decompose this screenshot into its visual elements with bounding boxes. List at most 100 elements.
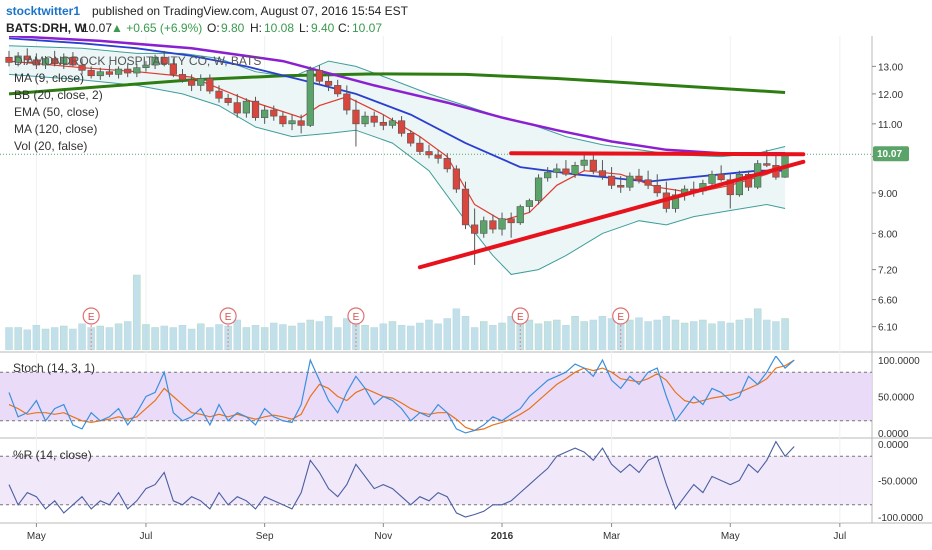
quote-symbol: BATS:DRH, W	[6, 21, 86, 35]
candle-body	[461, 188, 470, 226]
candle-body	[96, 71, 104, 77]
williams-r-label[interactable]: %R (14, close)	[13, 448, 92, 462]
stoch-label[interactable]: Stoch (14, 3, 1)	[13, 361, 95, 375]
candle-body	[188, 79, 196, 86]
quote-h-label: H:	[250, 21, 262, 35]
legend-ma120[interactable]: MA (120, close)	[14, 122, 97, 136]
volume-bar	[388, 321, 397, 350]
volume-bar	[206, 327, 214, 350]
candle-body	[297, 120, 305, 126]
candle	[626, 172, 634, 191]
candle	[51, 50, 59, 67]
candle-body	[288, 120, 296, 125]
candle-body	[352, 109, 360, 125]
candle-body	[443, 158, 451, 170]
candle-body	[87, 70, 95, 77]
time-axis[interactable]: MayJulSepNov2016MarMayJulSep	[27, 523, 932, 542]
candle-body	[617, 185, 625, 188]
candlesticks	[5, 48, 789, 265]
candle-body	[489, 220, 497, 230]
candle	[379, 114, 387, 131]
candle	[361, 111, 369, 127]
earnings-marker-label: E	[617, 312, 624, 323]
candle-body	[425, 151, 433, 156]
volume-bar	[534, 323, 543, 350]
candle	[717, 165, 725, 182]
candle-body	[334, 85, 342, 95]
candle	[370, 111, 378, 127]
candle	[407, 130, 415, 147]
volume-bar	[644, 321, 652, 350]
legend-vol[interactable]: Vol (20, false)	[14, 139, 87, 153]
candle-body	[726, 179, 734, 196]
candle	[315, 65, 324, 86]
williams-r-tick-label: -100.0000	[878, 513, 923, 524]
candle	[480, 216, 488, 238]
earnings-marker[interactable]: E	[219, 307, 237, 350]
candle	[352, 99, 360, 147]
grid	[35, 36, 841, 523]
candle-body	[644, 179, 652, 186]
quote-low: 9.40	[311, 21, 335, 35]
earnings-marker[interactable]: E	[347, 307, 365, 350]
price-tick-label: 12.00	[878, 90, 903, 101]
williams-r-band	[0, 456, 872, 505]
volume-bar	[781, 318, 789, 350]
volume-bar	[151, 327, 159, 350]
earnings-marker[interactable]: E	[612, 307, 630, 350]
candle	[498, 212, 506, 236]
candle	[133, 63, 141, 78]
ma-long-line	[8, 72, 786, 96]
volume-bar	[306, 319, 315, 350]
candle-body	[434, 154, 442, 159]
trendlines[interactable]	[417, 151, 806, 270]
volume-bar	[525, 319, 534, 350]
candle	[96, 67, 104, 80]
header-author[interactable]: stocktwitter1	[6, 4, 80, 18]
legend-ema50[interactable]: EMA (50, close)	[14, 105, 99, 119]
candle	[544, 167, 552, 182]
bollinger-fill	[9, 45, 786, 275]
quote-open: 9.80	[221, 21, 245, 35]
legend-title: DIAMONDROCK HOSPITALITY CO, W, BATS	[14, 54, 261, 68]
candle-body	[224, 97, 232, 103]
volume-bar	[589, 319, 598, 350]
williams-r-tick-label: 0.0000	[878, 440, 909, 451]
volume-bar	[461, 316, 470, 350]
candle	[32, 53, 40, 70]
quote-l-label: L:	[299, 21, 309, 35]
trendline[interactable]	[509, 151, 806, 157]
candle-body	[324, 80, 333, 86]
candle-body	[653, 185, 661, 194]
volume-bar	[653, 319, 661, 350]
volume-bar	[60, 325, 68, 350]
last-price-badge: 10.07	[873, 146, 909, 162]
volume-bar	[260, 327, 269, 350]
volume-bar	[215, 324, 223, 350]
volume-bar	[315, 321, 324, 350]
candle	[735, 170, 743, 197]
volume-bar	[69, 328, 77, 350]
price-tick-label: 8.00	[878, 229, 898, 240]
trendline[interactable]	[417, 159, 806, 270]
volume-bar	[425, 319, 433, 350]
candle-body	[763, 163, 771, 166]
candle	[142, 61, 150, 72]
candle	[388, 117, 397, 129]
candle	[534, 174, 543, 205]
candle-body	[151, 56, 159, 66]
last-price-badge-bg	[873, 146, 909, 162]
candle-body	[124, 68, 132, 74]
quote-close: 10.07	[352, 21, 382, 35]
volume-bar	[406, 325, 415, 350]
earnings-marker[interactable]: E	[511, 307, 529, 350]
price-tick-label: 7.20	[878, 266, 898, 277]
volume-bar	[562, 325, 570, 350]
legend-bb[interactable]: BB (20, close, 2)	[14, 88, 103, 102]
earnings-marker[interactable]: E	[82, 307, 100, 350]
volume-bar	[607, 318, 616, 350]
candle-body	[598, 170, 607, 177]
legend-ma9[interactable]: MA (9, close)	[14, 71, 84, 85]
volume-bars	[5, 274, 789, 350]
